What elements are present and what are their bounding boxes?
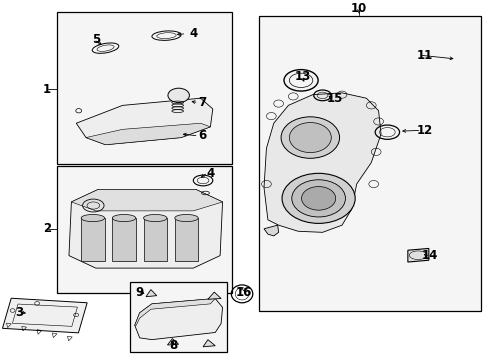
Text: 12: 12	[416, 124, 432, 137]
Text: 6: 6	[198, 129, 206, 142]
Text: 2: 2	[43, 222, 51, 235]
Bar	[57, 12, 232, 165]
Ellipse shape	[301, 186, 335, 210]
Bar	[259, 16, 480, 311]
Polygon shape	[146, 289, 157, 297]
Text: 7: 7	[198, 96, 206, 109]
Text: 4: 4	[189, 27, 197, 40]
Bar	[81, 218, 104, 261]
Text: 14: 14	[421, 249, 437, 262]
Text: 5: 5	[91, 33, 100, 46]
Text: 4: 4	[206, 167, 214, 180]
Ellipse shape	[81, 215, 104, 222]
Ellipse shape	[289, 122, 330, 153]
Polygon shape	[86, 123, 210, 145]
Ellipse shape	[291, 180, 345, 217]
Bar	[112, 218, 136, 261]
Ellipse shape	[167, 88, 189, 103]
Text: 10: 10	[350, 2, 366, 15]
Ellipse shape	[143, 215, 166, 222]
Text: 16: 16	[235, 285, 251, 298]
Ellipse shape	[112, 215, 136, 222]
Polygon shape	[69, 189, 222, 268]
Polygon shape	[264, 225, 278, 236]
Bar	[130, 282, 227, 352]
Text: 15: 15	[326, 92, 342, 105]
Polygon shape	[76, 98, 212, 145]
Polygon shape	[407, 248, 428, 262]
Polygon shape	[167, 338, 178, 345]
Bar	[174, 218, 198, 261]
Polygon shape	[135, 298, 222, 339]
Ellipse shape	[281, 117, 339, 158]
Polygon shape	[2, 298, 87, 333]
Polygon shape	[71, 189, 222, 211]
Text: 8: 8	[169, 339, 178, 352]
Polygon shape	[264, 93, 380, 232]
Bar	[143, 218, 166, 261]
Text: 9: 9	[135, 285, 143, 298]
Polygon shape	[207, 292, 221, 299]
Bar	[57, 166, 232, 293]
Ellipse shape	[282, 173, 354, 224]
Text: 13: 13	[294, 70, 310, 83]
Polygon shape	[203, 339, 215, 347]
Ellipse shape	[174, 215, 198, 222]
Text: 1: 1	[43, 83, 51, 96]
Text: 3: 3	[15, 306, 23, 319]
Text: 11: 11	[416, 49, 432, 62]
Polygon shape	[135, 298, 215, 325]
